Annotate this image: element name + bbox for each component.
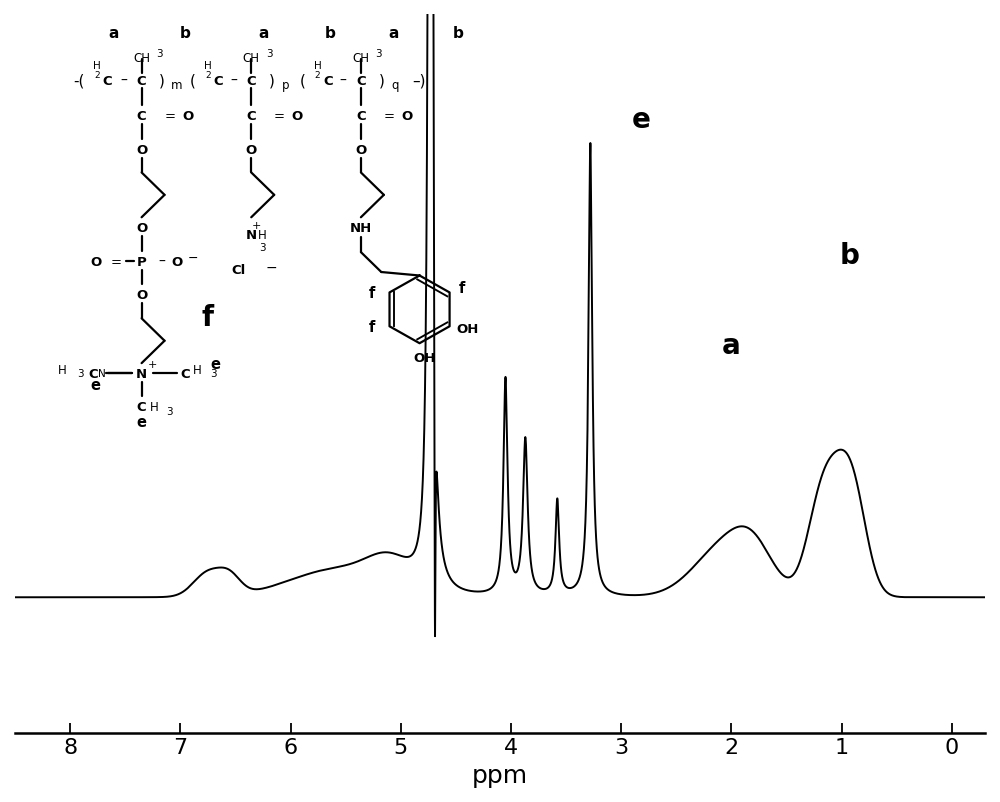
Text: ): ): [159, 74, 165, 89]
Text: N: N: [136, 367, 147, 380]
Text: –: –: [120, 75, 127, 88]
Text: (: (: [190, 74, 196, 89]
Text: N: N: [98, 369, 106, 379]
Text: CH: CH: [133, 52, 150, 65]
Text: f: f: [368, 286, 375, 301]
Text: N: N: [246, 229, 257, 242]
Text: 3: 3: [259, 243, 266, 253]
Text: –: –: [340, 75, 346, 88]
Text: ): ): [378, 74, 384, 89]
Text: e: e: [632, 106, 651, 134]
Text: H: H: [204, 61, 212, 71]
Text: H: H: [58, 363, 67, 376]
Text: e: e: [211, 356, 221, 371]
Text: a: a: [722, 332, 741, 360]
Text: a: a: [389, 26, 399, 40]
Text: C: C: [102, 75, 112, 87]
Text: C: C: [213, 75, 223, 87]
Text: P: P: [137, 255, 146, 268]
Text: C: C: [137, 75, 146, 87]
Text: 3: 3: [375, 49, 382, 59]
Text: ): ): [269, 74, 275, 89]
Text: C: C: [137, 110, 146, 123]
Text: a: a: [108, 26, 119, 40]
Text: C: C: [180, 367, 190, 380]
Text: O: O: [172, 255, 183, 268]
Text: O: O: [401, 110, 412, 123]
Text: f: f: [202, 303, 214, 331]
Text: 3: 3: [77, 369, 84, 379]
Text: C: C: [246, 110, 256, 123]
Text: f: f: [368, 319, 375, 334]
Text: H: H: [258, 229, 267, 242]
Text: m: m: [171, 79, 182, 91]
Text: C: C: [246, 75, 256, 87]
Text: CH: CH: [352, 52, 369, 65]
Text: =: =: [274, 110, 285, 123]
Text: O: O: [136, 144, 147, 156]
Text: C: C: [356, 75, 366, 87]
Text: p: p: [282, 79, 290, 91]
Text: =: =: [111, 255, 122, 268]
Text: O: O: [292, 110, 303, 123]
Text: NH: NH: [350, 221, 372, 234]
Text: b: b: [325, 26, 336, 40]
Text: =: =: [383, 110, 394, 123]
Text: CH: CH: [243, 52, 260, 65]
Text: Cl: Cl: [231, 264, 246, 277]
Text: a: a: [259, 26, 269, 40]
Text: OH: OH: [456, 323, 479, 336]
Text: 2: 2: [315, 71, 320, 79]
Text: H: H: [193, 363, 202, 376]
Text: 3: 3: [266, 49, 272, 59]
Text: =: =: [164, 110, 175, 123]
Text: C: C: [323, 75, 333, 87]
Text: C: C: [356, 110, 366, 123]
Text: –: –: [230, 75, 237, 88]
Text: b: b: [452, 26, 463, 40]
Text: O: O: [246, 144, 257, 156]
Text: 3: 3: [166, 407, 173, 417]
Text: –: –: [159, 255, 165, 269]
Text: 2: 2: [205, 71, 211, 79]
Text: −: −: [266, 261, 277, 275]
Text: H: H: [93, 61, 101, 71]
Text: b: b: [839, 241, 859, 269]
Text: C: C: [88, 367, 98, 380]
Text: -(: -(: [73, 74, 84, 89]
Text: b: b: [180, 26, 190, 40]
Text: −: −: [187, 251, 198, 264]
Text: –): –): [412, 74, 425, 89]
Text: 3: 3: [156, 49, 163, 59]
Text: O: O: [182, 110, 193, 123]
Text: e: e: [91, 377, 101, 392]
Text: +: +: [252, 221, 261, 230]
Text: f: f: [459, 281, 466, 296]
Text: e: e: [137, 415, 147, 429]
Text: O: O: [136, 221, 147, 234]
Text: O: O: [136, 289, 147, 302]
Text: O: O: [90, 255, 101, 268]
Text: O: O: [355, 144, 367, 156]
Text: OH: OH: [413, 351, 436, 364]
Text: H: H: [150, 400, 159, 413]
Text: H: H: [314, 61, 321, 71]
Text: +: +: [148, 359, 158, 370]
Text: 2: 2: [94, 71, 100, 79]
Text: 3: 3: [210, 369, 216, 379]
X-axis label: ppm: ppm: [472, 763, 528, 787]
Text: (: (: [299, 74, 305, 89]
Text: C: C: [137, 400, 146, 413]
Text: q: q: [392, 79, 399, 91]
